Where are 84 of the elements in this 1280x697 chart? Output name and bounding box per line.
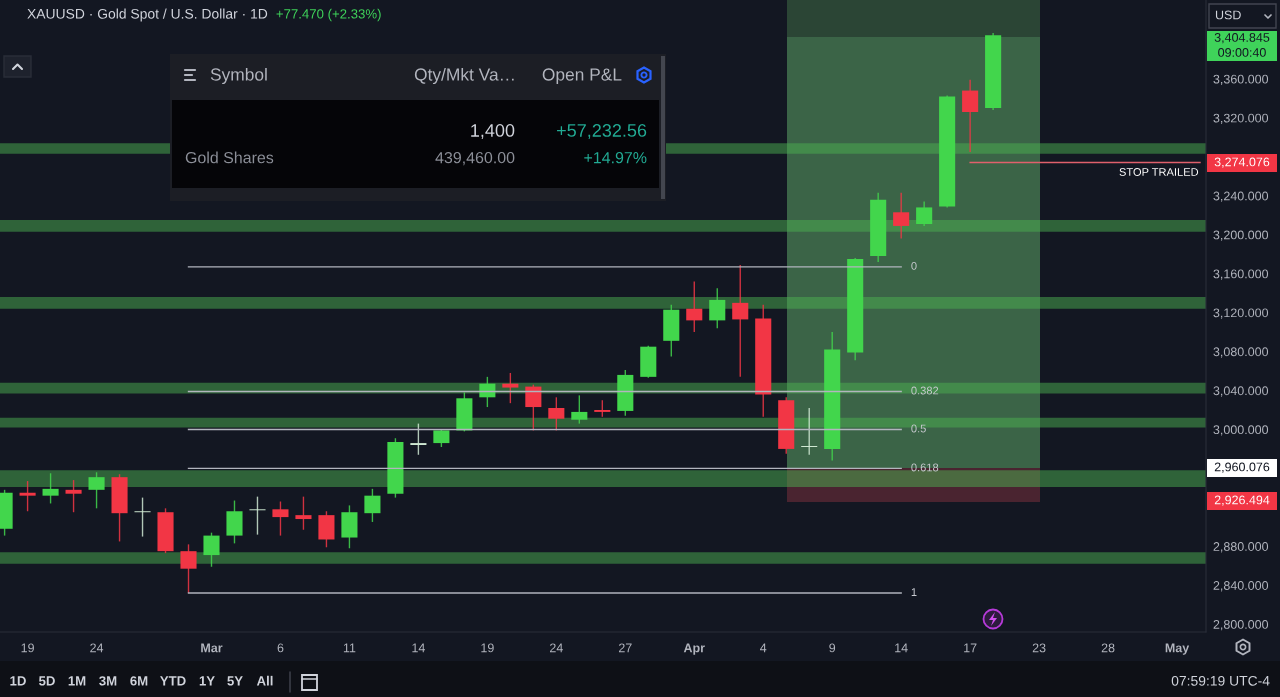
x-tick-label: 28 — [1101, 643, 1115, 653]
annotation: Symbol — [210, 67, 267, 85]
y-tick-label: 3,080.000 — [1213, 347, 1269, 358]
annotation: +14.97% — [584, 151, 647, 164]
x-tick-label: 4 — [760, 643, 767, 653]
y-tick-label: 3,360.000 — [1213, 74, 1269, 86]
annotation: Qty/Mkt Va… — [414, 67, 514, 85]
candlestick — [571, 394, 588, 425]
text: 2,926.494 — [1214, 495, 1270, 506]
text: YTD — [160, 676, 186, 686]
x-tick-label: 19 — [481, 643, 494, 653]
text: 1Y — [199, 676, 215, 686]
text: 2,960.076 — [1214, 462, 1270, 473]
x-tick-label: 23 — [1032, 643, 1046, 653]
text: 09:00:40 — [1218, 48, 1266, 57]
candlestick — [548, 396, 565, 432]
series-label: 0.5 — [911, 424, 926, 433]
y-tick-label: 3,200.000 — [1213, 230, 1269, 241]
x-tick-label: Apr — [683, 643, 705, 655]
series-label: 0 — [911, 261, 917, 270]
annotation: Gold Shares — [185, 151, 274, 164]
series-label: 1 — [911, 588, 917, 596]
series-label: STOP TRAILED — [1119, 168, 1199, 176]
text: All — [256, 675, 273, 686]
candlestick — [19, 480, 36, 512]
candlestick — [134, 496, 151, 538]
candlestick — [686, 280, 703, 333]
y-tick-label: 3,160.000 — [1213, 269, 1269, 280]
candlestick — [295, 495, 312, 531]
candlestick — [962, 79, 979, 153]
candlestick — [272, 500, 289, 537]
x-tick-label: May — [1165, 643, 1190, 655]
x-tick-label: 11 — [343, 643, 356, 653]
series-label: 0.382 — [911, 386, 939, 395]
text: 6M — [130, 676, 148, 686]
candlestick — [180, 543, 197, 594]
candlestick — [502, 372, 519, 404]
text: 3,404.845 — [1214, 33, 1270, 44]
annotation: Open P&L — [542, 68, 622, 85]
text: 1M — [68, 676, 86, 686]
x-tick-label: 14 — [895, 643, 908, 653]
x-tick-label: 14 — [412, 643, 425, 653]
candlestick — [893, 192, 910, 240]
text: USD — [1215, 10, 1241, 20]
y-tick-label: 3,320.000 — [1213, 113, 1269, 124]
candlestick — [65, 479, 82, 513]
text: 07:59:19 UTC-4 — [1171, 675, 1270, 686]
y-tick-label: 3,040.000 — [1213, 386, 1269, 397]
y-tick-label: 3,120.000 — [1213, 308, 1269, 319]
x-tick-label: 19 — [21, 643, 34, 653]
candlestick — [525, 383, 542, 432]
y-tick-label: 3,000.000 — [1213, 425, 1269, 436]
y-tick-label: 2,800.000 — [1213, 620, 1269, 631]
x-tick-label: Mar — [201, 643, 223, 653]
y-tick-label: 2,840.000 — [1213, 581, 1269, 592]
x-tick-label: 27 — [618, 643, 632, 653]
text: 5Y — [227, 676, 243, 686]
annotation: +57,232.56 — [557, 124, 647, 139]
annotation: 439,460.00 — [435, 151, 515, 166]
annotation: 1,400 — [471, 124, 515, 139]
candlestick — [709, 287, 726, 329]
text: 3,274.076 — [1214, 157, 1270, 168]
x-tick-label: 24 — [550, 643, 563, 653]
candlestick — [42, 472, 59, 505]
y-tick-label: 3,240.000 — [1213, 191, 1269, 202]
candlestick — [410, 422, 427, 456]
x-tick-label: 24 — [90, 643, 104, 653]
candlestick — [732, 264, 749, 378]
x-tick-label: 9 — [829, 643, 836, 653]
candlestick — [801, 407, 818, 456]
x-tick-label: 17 — [964, 643, 977, 653]
candlestick — [916, 200, 933, 227]
series-label: 0.618 — [911, 463, 939, 472]
candlestick — [203, 531, 220, 568]
text: XAUUSD · Gold Spot / U.S. Dollar · 1D — [27, 8, 268, 22]
candlestick — [249, 495, 266, 536]
annotation: +77.470 (+2.33%) — [276, 8, 381, 22]
candlestick — [88, 471, 105, 510]
text: 1D — [10, 676, 26, 686]
x-tick-label: 6 — [277, 643, 284, 653]
y-tick-label: 2,880.000 — [1213, 542, 1269, 553]
text: 5D — [38, 676, 55, 686]
candlestick — [364, 488, 381, 523]
text: 3M — [99, 676, 117, 686]
